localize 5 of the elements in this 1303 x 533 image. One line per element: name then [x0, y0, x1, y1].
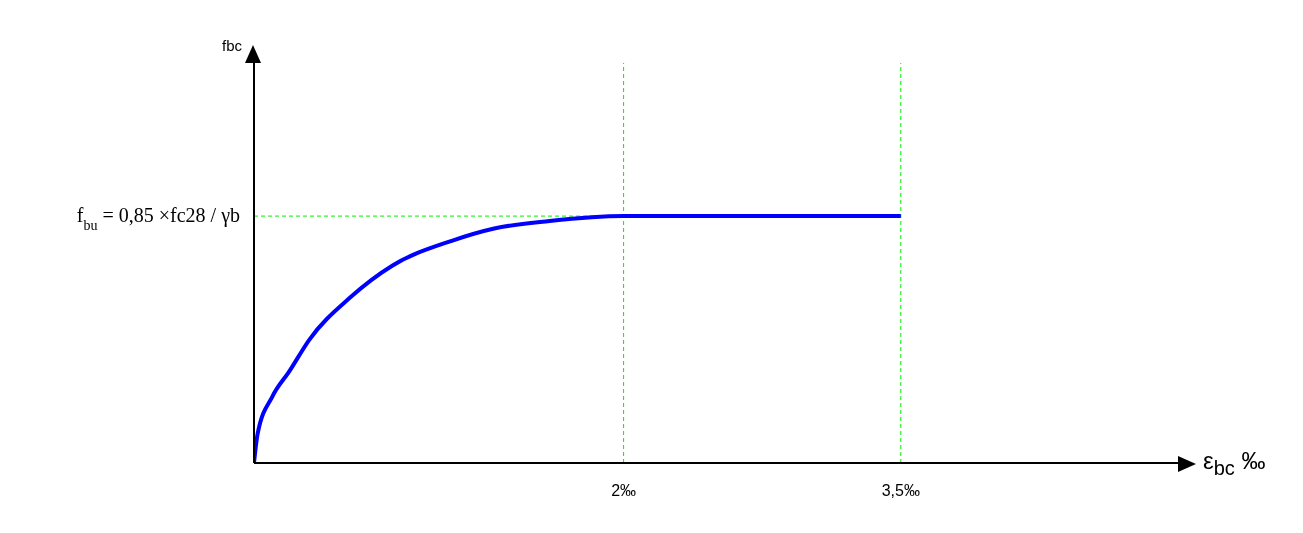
text: f$_{bu}$ = 0,85 ×fc28 / γb	[76, 204, 240, 233]
x-tick-label: 3,5‰	[881, 482, 920, 500]
x-tick-label: 2‰	[611, 482, 637, 500]
text: fbc	[221, 37, 242, 54]
x-axis-title: ε$_{bc}$ ‰	[1203, 447, 1266, 480]
